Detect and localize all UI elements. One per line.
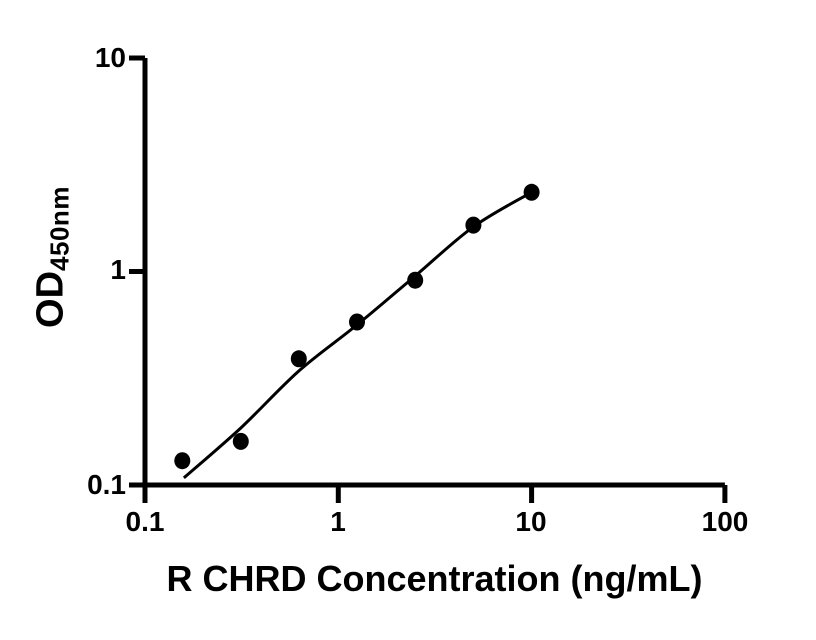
x-tick-label-100: 100 [701,506,749,537]
x-axis-title: R CHRD Concentration (ng/mL) [166,558,703,599]
data-point [523,183,540,201]
x-tick-label-0.1: 0.1 [125,506,165,537]
y-axis-title-subscript: 450nm [44,186,75,271]
x-tick-label-10: 10 [515,506,547,537]
data-point [349,313,365,331]
x-tick-label-1: 1 [330,506,346,537]
data-point [232,432,249,450]
y-axis-title-base: OD [29,270,72,328]
axis-frame [142,58,725,488]
data-point [290,350,307,368]
y-tick-label-10: 10 [94,42,126,73]
data-point [465,216,482,234]
y-tick-label-1: 1 [110,254,126,285]
data-point [174,452,191,470]
data-point [407,271,424,289]
y-tick-label-0.1: 0.1 [87,469,126,500]
y-axis-title: OD450nm [29,186,75,328]
